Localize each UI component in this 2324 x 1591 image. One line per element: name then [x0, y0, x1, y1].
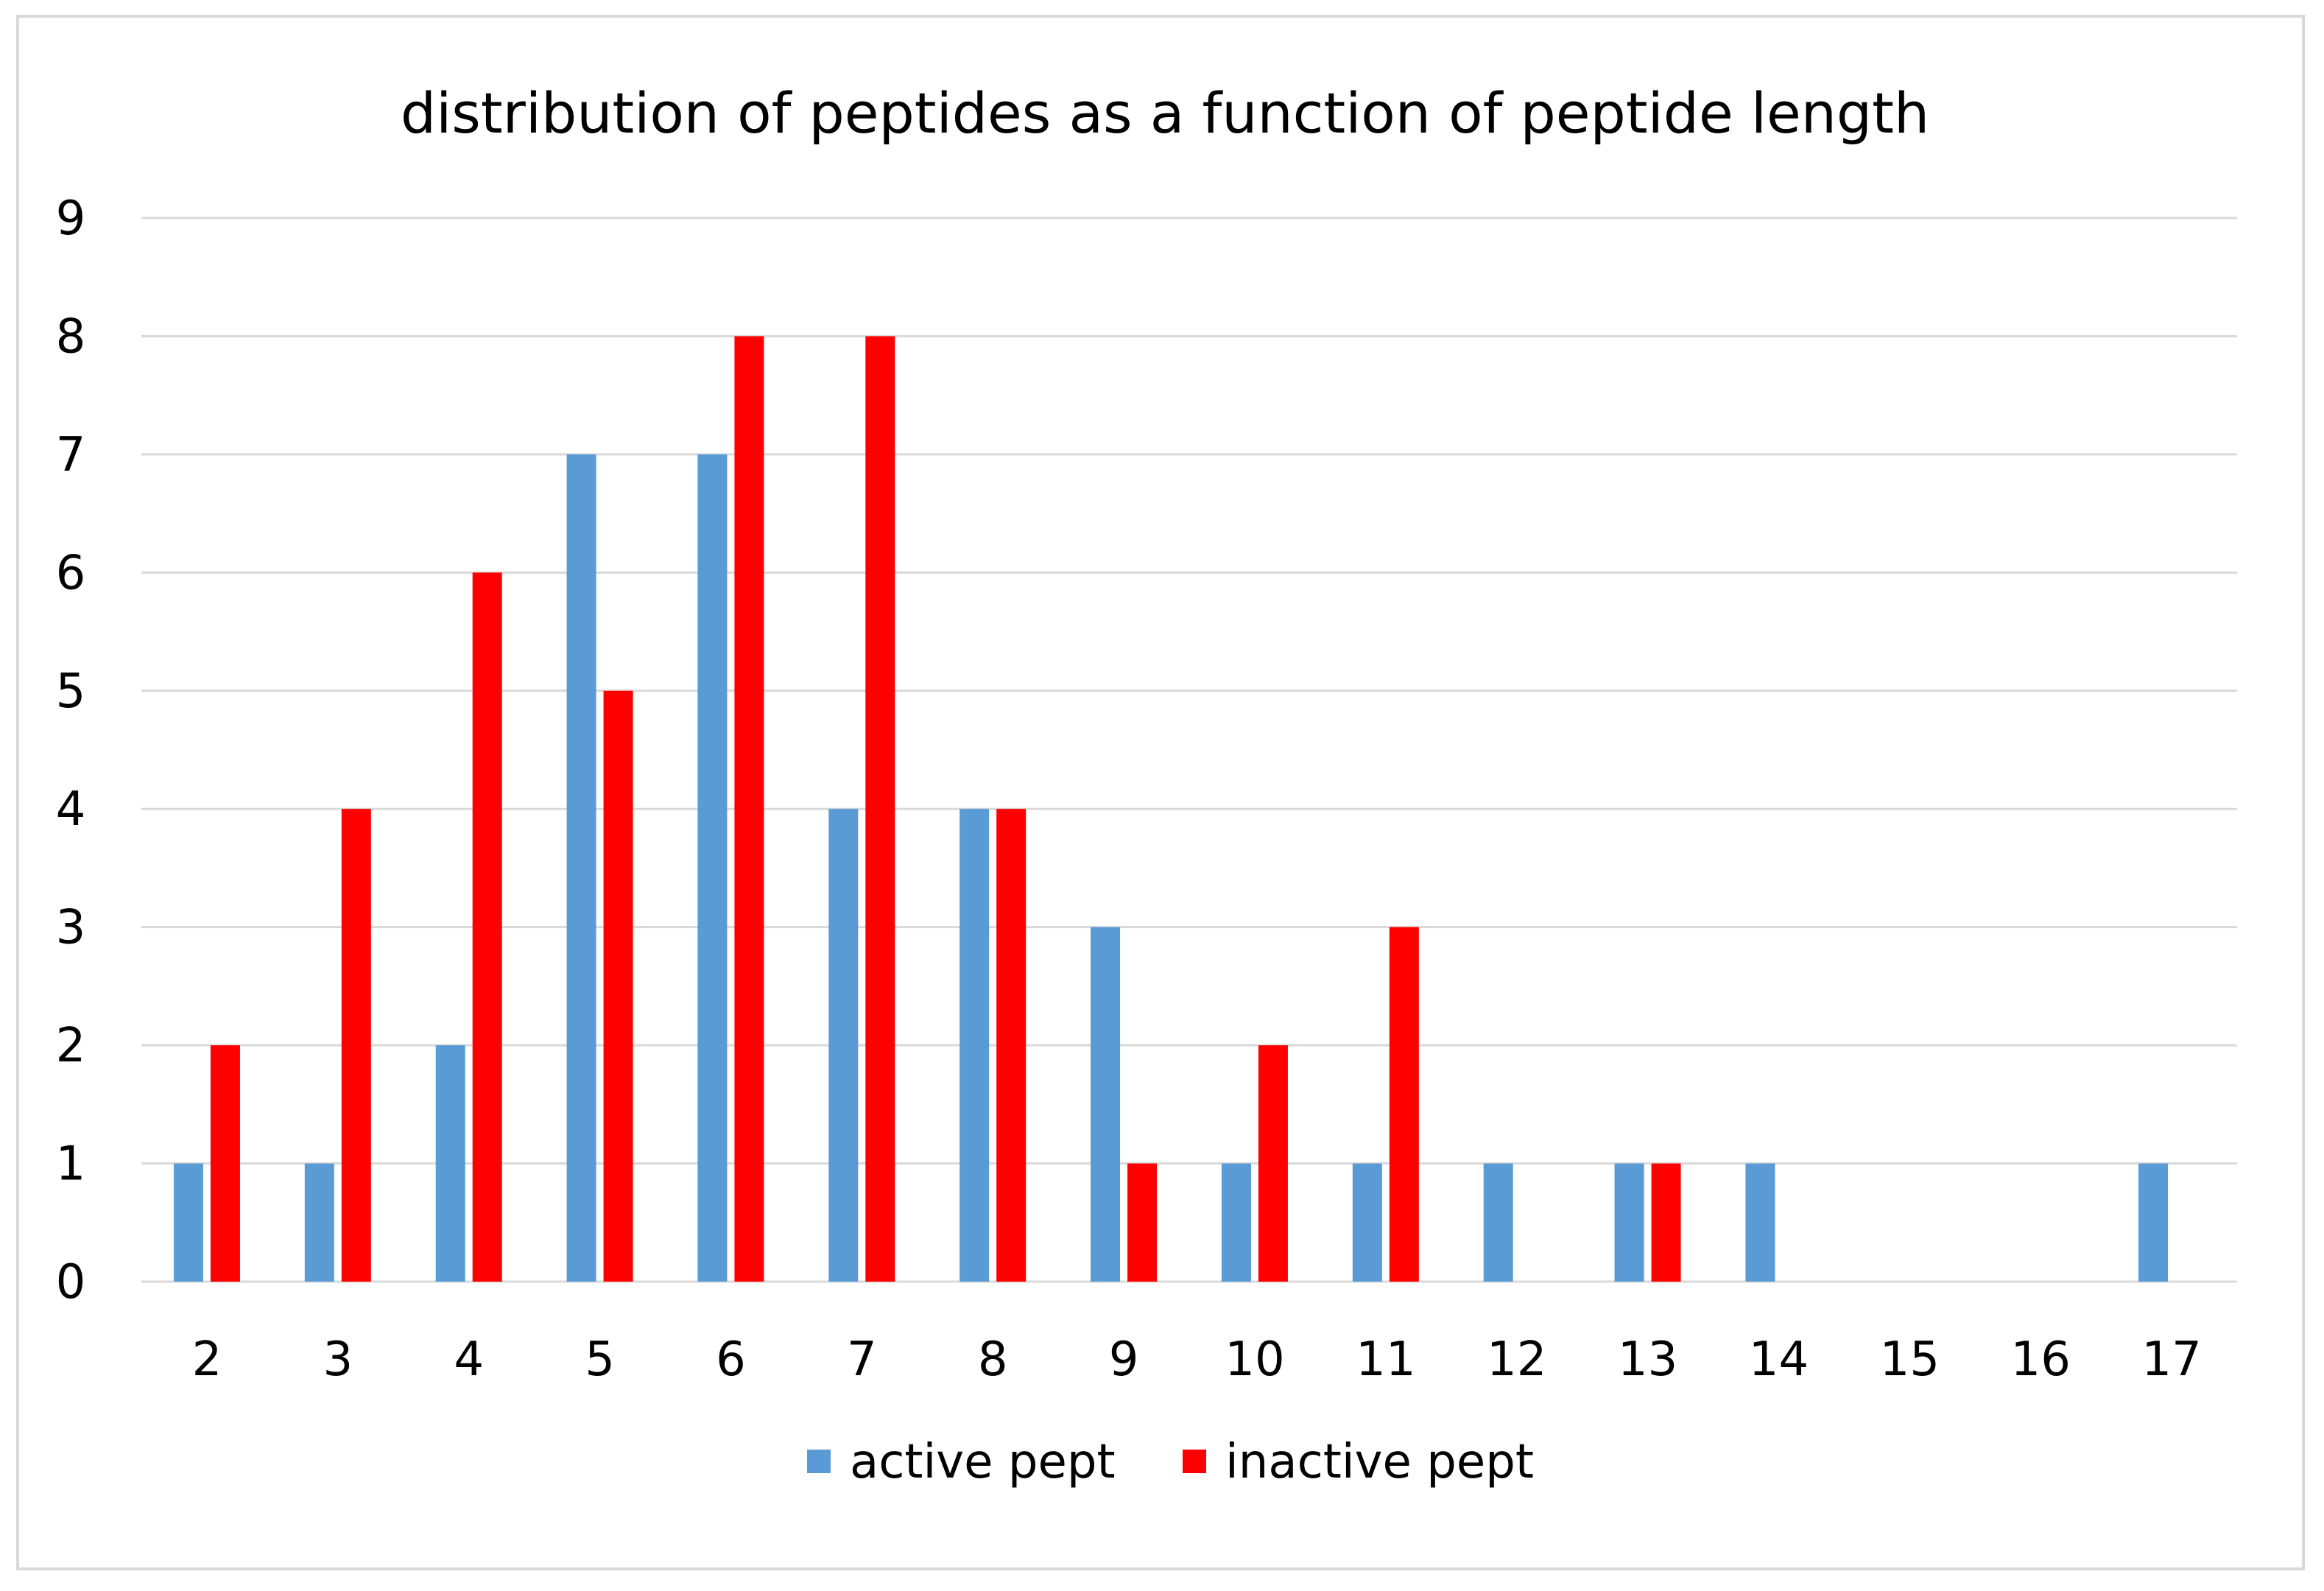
legend-label-active-pept: active pept	[850, 1435, 1116, 1489]
y-tick-label: 4	[56, 782, 86, 837]
bar-inactive-pept-11	[1389, 927, 1419, 1282]
legend-label-inactive-pept: inactive pept	[1225, 1435, 1534, 1489]
bar-active-pept-3	[304, 1163, 334, 1282]
x-tick-label: 2	[192, 1332, 222, 1387]
y-tick-label: 3	[56, 901, 86, 955]
legend: active pept inactive pept	[807, 1435, 1534, 1489]
y-tick-label: 8	[56, 309, 86, 364]
x-tick-label: 7	[847, 1332, 877, 1387]
x-tick-label: 13	[1618, 1332, 1677, 1387]
bar-active-pept-17	[2138, 1163, 2169, 1282]
x-tick-label: 15	[1880, 1332, 1940, 1387]
bar-active-pept-4	[435, 1045, 465, 1282]
x-tick-label: 9	[1109, 1332, 1139, 1387]
y-tick-label: 5	[56, 664, 86, 719]
bar-inactive-pept-7	[865, 336, 895, 1282]
x-axis-ticks: 2 3 4 5 6 7 8 9 10 11 12 13 14 15 16 17	[192, 1332, 2202, 1387]
x-tick-label: 3	[323, 1332, 353, 1387]
y-tick-label: 9	[56, 192, 86, 246]
chart-svg: distribution of peptides as a function o…	[56, 80, 2237, 1489]
bar-active-pept-5	[566, 454, 596, 1282]
x-tick-label: 17	[2141, 1332, 2201, 1387]
bar-inactive-pept-8	[996, 809, 1027, 1282]
y-tick-label: 2	[56, 1019, 86, 1073]
bar-inactive-pept-3	[341, 809, 371, 1282]
y-tick-label: 1	[56, 1137, 86, 1192]
bar-inactive-pept-9	[1127, 1163, 1158, 1282]
legend-swatch-inactive-pept	[1183, 1450, 1206, 1473]
x-tick-label: 5	[585, 1332, 615, 1387]
y-axis-ticks: 0 1 2 3 4 5 6 7 8 9	[56, 192, 86, 1310]
bars	[173, 336, 2169, 1282]
y-tick-label: 7	[56, 428, 86, 482]
x-tick-label: 16	[2010, 1332, 2070, 1387]
x-tick-label: 8	[978, 1332, 1008, 1387]
x-tick-label: 6	[716, 1332, 746, 1387]
y-tick-label: 6	[56, 546, 86, 600]
bar-active-pept-7	[828, 809, 859, 1282]
chart-title: distribution of peptides as a function o…	[401, 80, 1929, 146]
x-tick-label: 11	[1356, 1332, 1415, 1387]
bar-active-pept-14	[1745, 1163, 1775, 1282]
bar-active-pept-10	[1221, 1163, 1251, 1282]
x-tick-label: 14	[1749, 1332, 1809, 1387]
bar-active-pept-6	[697, 454, 728, 1282]
chart-frame: distribution of peptides as a function o…	[16, 15, 2305, 1570]
x-tick-label: 10	[1225, 1332, 1284, 1387]
bar-active-pept-13	[1614, 1163, 1644, 1282]
bar-inactive-pept-5	[603, 690, 633, 1282]
bar-active-pept-11	[1352, 1163, 1382, 1282]
bar-active-pept-9	[1091, 927, 1121, 1282]
x-tick-label: 12	[1487, 1332, 1546, 1387]
legend-swatch-active-pept	[807, 1450, 831, 1473]
bar-inactive-pept-2	[210, 1045, 240, 1282]
x-tick-label: 4	[454, 1332, 484, 1387]
bar-inactive-pept-13	[1651, 1163, 1681, 1282]
bar-active-pept-8	[959, 809, 990, 1282]
bar-active-pept-2	[173, 1163, 203, 1282]
bar-active-pept-12	[1483, 1163, 1513, 1282]
bar-inactive-pept-6	[734, 336, 764, 1282]
bar-inactive-pept-4	[472, 572, 502, 1282]
bar-inactive-pept-10	[1258, 1045, 1288, 1282]
y-tick-label: 0	[56, 1255, 86, 1310]
